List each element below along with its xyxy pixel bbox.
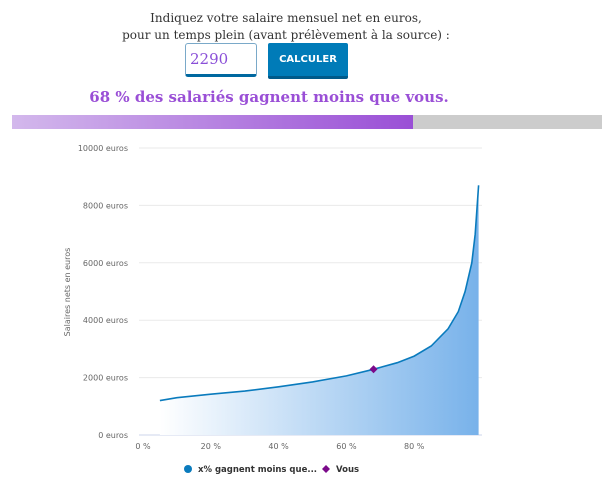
series-line	[159, 185, 480, 402]
calculate-button[interactable]: CALCULER	[268, 43, 348, 79]
legend-vous-label[interactable]: Vous	[336, 465, 359, 475]
legend-series-icon	[184, 465, 192, 473]
y-tick-label: 8000 euros	[83, 201, 128, 210]
salary-input[interactable]: 2290	[185, 43, 257, 77]
y-tick-label: 0 euros	[98, 431, 128, 440]
prompt-line-2: pour un temps plein (avant prélèvement à…	[122, 28, 450, 42]
legend-vous-icon	[322, 465, 330, 473]
result-text: 68 % des salariés gagnent moins que vous…	[89, 88, 449, 106]
x-tick-label: 0 %	[135, 442, 151, 451]
percentile-bar	[12, 115, 602, 129]
x-tick-label: 80 %	[404, 442, 425, 451]
vous-marker[interactable]	[369, 365, 378, 374]
x-tick-label: 20 %	[201, 442, 222, 451]
y-axis-label: Salaires nets en euros	[63, 248, 72, 337]
y-tick-label: 2000 euros	[83, 374, 128, 383]
legend-series-label[interactable]: x% gagnent moins que...	[198, 465, 317, 475]
x-tick-label: 40 %	[268, 442, 289, 451]
prompt-line-1: Indiquez votre salaire mensuel net en eu…	[150, 11, 422, 25]
percentile-bar-fill	[12, 115, 414, 129]
salary-prompt: Indiquez votre salaire mensuel net en eu…	[0, 10, 572, 44]
y-tick-label: 4000 euros	[83, 316, 128, 325]
legend: x% gagnent moins que... Vous	[184, 465, 359, 475]
y-tick-label: 10000 euros	[78, 144, 128, 153]
y-tick-label: 6000 euros	[83, 259, 128, 268]
area-fill	[159, 185, 479, 435]
x-tick-label: 60 %	[336, 442, 357, 451]
